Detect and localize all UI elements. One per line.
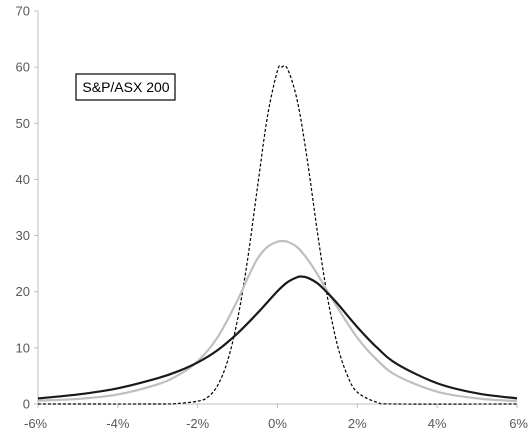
annotation-label: S&P/ASX 200 <box>82 79 169 95</box>
y-tick-label: 0 <box>23 397 30 412</box>
x-tick-label: 6% <box>509 416 528 431</box>
dashed-distribution-line <box>37 65 518 405</box>
y-axis: 0 10 20 30 40 50 60 70 <box>16 4 38 412</box>
annotation-box: S&P/ASX 200 <box>75 73 176 101</box>
series-layer <box>37 65 518 405</box>
y-tick-label: 60 <box>16 60 30 75</box>
x-tick-label: -4% <box>106 416 130 431</box>
x-tick-label: -2% <box>186 416 210 431</box>
x-tick-label: 0% <box>268 416 287 431</box>
gray-distribution-line <box>37 239 518 403</box>
x-tick-label: 4% <box>428 416 447 431</box>
y-tick-label: 20 <box>16 284 30 299</box>
y-tick-label: 40 <box>16 172 30 187</box>
y-tick-label: 70 <box>16 4 30 19</box>
y-tick-label: 10 <box>16 340 30 355</box>
x-tick-label: 2% <box>348 416 367 431</box>
x-axis: -6% -4% -2% 0% 2% 4% 6% <box>24 404 528 431</box>
y-tick-label: 50 <box>16 116 30 131</box>
x-tick-label: -6% <box>24 416 48 431</box>
y-tick-label: 30 <box>16 228 30 243</box>
black-distribution-line <box>37 275 518 400</box>
